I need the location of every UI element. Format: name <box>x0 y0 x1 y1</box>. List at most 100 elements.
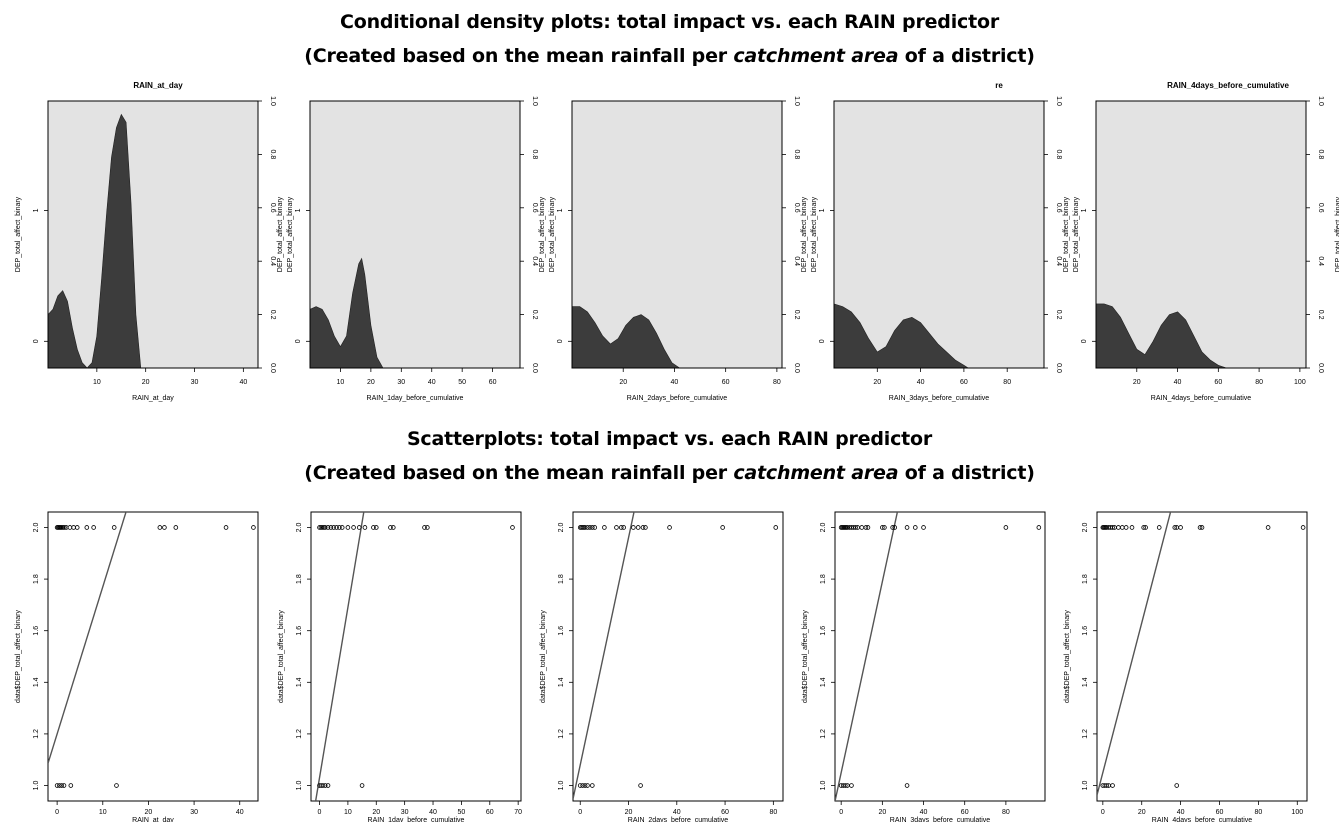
x-tick-label: 60 <box>960 379 968 386</box>
x-tick-label: 30 <box>397 379 405 386</box>
data-point <box>635 525 641 530</box>
y-axis-label: data$DEP_total_affect_binary <box>1064 610 1071 703</box>
x-tick-label: 60 <box>1214 379 1222 386</box>
x-axis-label: RAIN_at_day <box>132 817 174 822</box>
data-point <box>322 525 328 530</box>
right-tick-label: 0.8 <box>531 150 538 160</box>
data-point <box>325 525 331 530</box>
data-point <box>59 525 64 530</box>
data-point <box>61 783 67 788</box>
plot-title: RAIN_at_day <box>133 81 183 90</box>
data-point <box>318 525 324 530</box>
x-tick-label: 20 <box>1133 379 1141 386</box>
y-tick-label: 0 <box>557 339 564 343</box>
plot-background <box>48 101 258 368</box>
x-axis-label: RAIN_4days_before_cumulative <box>1152 817 1252 822</box>
y-tick-label: 1.0 <box>558 781 565 791</box>
y-tick-label: 1 <box>557 208 564 212</box>
plot-frame <box>571 100 783 369</box>
regression-line <box>48 512 127 764</box>
scatter-plot-4: 0 20 40 60 80 1.0 1.2 1.4 1.6 1.8 2.0 RAIN_3days_be… <box>802 511 1046 822</box>
subtitle-emphasis: catchment area <box>733 45 899 67</box>
y-tick-label: 1.6 <box>296 626 303 636</box>
x-tick-label: 40 <box>429 809 437 816</box>
data-point <box>84 525 90 530</box>
right-tick-label: 0.8 <box>1055 150 1062 160</box>
data-point <box>577 783 583 788</box>
plot-background <box>1096 101 1306 368</box>
data-point <box>621 525 626 530</box>
right-tick-label: 1.0 <box>531 96 538 106</box>
y-tick-label: 1.0 <box>1082 781 1089 791</box>
x-tick-label: 0 <box>318 809 322 816</box>
density-plot-1: 10 20 30 40 0 1 0.0 0.2 0.4 0.6 0.8 1.0 RAIN_at_day D… <box>15 81 294 402</box>
data-point <box>1036 525 1042 530</box>
plot-frame <box>310 511 522 802</box>
y-axis-label: DEP_total_affect_binary <box>15 196 22 272</box>
y-tick-label: 2.0 <box>558 523 565 533</box>
data-point <box>322 783 328 788</box>
y-tick-label: 1.2 <box>1082 729 1089 739</box>
x-tick-label: 10 <box>93 379 101 386</box>
data-point <box>582 525 588 530</box>
data-point <box>337 525 342 530</box>
right-tick-label: 0.2 <box>1317 310 1324 320</box>
data-point <box>643 525 648 530</box>
data-point <box>325 783 331 788</box>
x-tick-label: 20 <box>142 379 150 386</box>
data-point <box>1123 525 1129 530</box>
data-point <box>587 525 593 530</box>
right-tick-label: 0.4 <box>793 256 800 266</box>
data-point <box>320 783 326 788</box>
y-axis-label: DEP_total_affect_binary <box>801 196 808 272</box>
scatter-section-title: Scatterplots: total impact vs. each RAIN… <box>406 428 933 450</box>
x-tick-label: 100 <box>1291 809 1303 816</box>
x-tick-label: 40 <box>239 379 247 386</box>
right-tick-label: 0.2 <box>793 310 800 320</box>
x-tick-label: 40 <box>920 809 928 816</box>
y-tick-label: 1.0 <box>296 781 303 791</box>
data-point <box>68 783 74 788</box>
data-point <box>1003 525 1009 530</box>
y-axis-label: DEP_total_affect_binary <box>1063 196 1070 272</box>
density-plot-3: 20 40 60 80 0 1 0.0 0.2 0.4 0.6 0.8 1.0 RAIN_2days_b… <box>539 96 818 402</box>
y-tick-label: 1.2 <box>820 729 827 739</box>
data-point <box>640 525 646 530</box>
data-point <box>74 525 80 530</box>
y-tick-label: 1 <box>819 208 826 212</box>
y-axis-label: DEP_total_affect_binary <box>539 196 546 272</box>
data-point <box>773 525 779 530</box>
y-tick-label: 2.0 <box>820 523 827 533</box>
y-tick-label: 1.0 <box>33 781 40 791</box>
x-tick-label: 60 <box>961 809 969 816</box>
right-tick-label: 0.6 <box>269 203 276 213</box>
density-plot-5: 20 40 60 80 100 0 1 0.0 0.2 0.4 0.6 0.8 1.0 RAIN_4day… <box>1063 81 1339 402</box>
right-tick-label: 0.6 <box>793 203 800 213</box>
plot-frame <box>47 511 259 802</box>
data-point <box>602 525 607 530</box>
y-tick-label: 1.2 <box>296 729 303 739</box>
y-tick-label: 1.4 <box>1082 677 1089 687</box>
data-point <box>618 525 624 530</box>
x-tick-label: 80 <box>1254 809 1262 816</box>
data-point <box>345 525 351 530</box>
data-point <box>880 525 885 530</box>
x-tick-label: 60 <box>1216 809 1224 816</box>
x-tick-label: 0 <box>1101 809 1105 816</box>
regression-line <box>573 512 635 800</box>
y-tick-label: 0 <box>33 339 40 343</box>
x-axis-label: RAIN_1day_before_cumulative <box>367 395 464 402</box>
data-point <box>849 783 854 788</box>
right-tick-label: 0.0 <box>531 363 538 373</box>
data-point <box>173 525 179 530</box>
density-area <box>1095 303 1306 369</box>
x-axis-label: RAIN_3days_before_cumulative <box>889 395 989 402</box>
x-tick-label: 40 <box>1174 379 1182 386</box>
x-tick-label: 80 <box>1003 379 1011 386</box>
data-point <box>667 525 672 530</box>
x-tick-label: 20 <box>619 379 627 386</box>
data-point <box>590 525 595 530</box>
data-point <box>317 525 322 530</box>
right-tick-label: 1.0 <box>793 96 800 106</box>
